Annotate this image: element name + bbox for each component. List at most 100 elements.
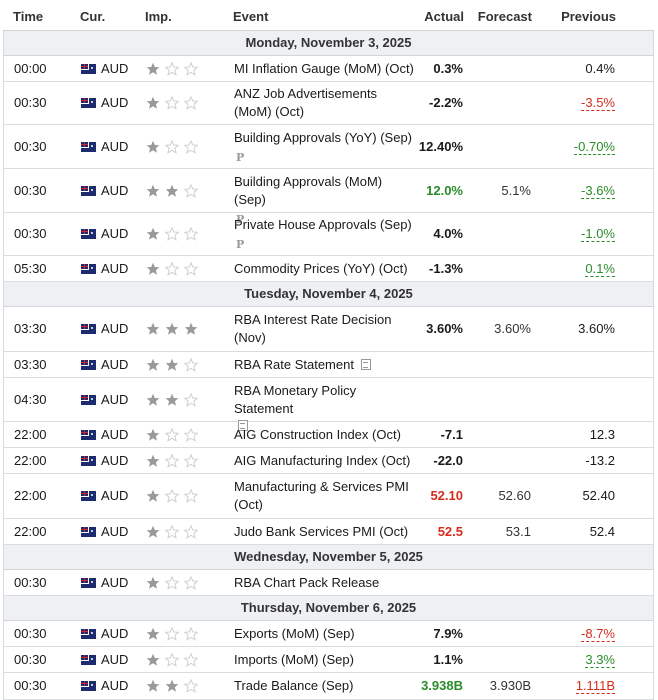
importance-stars: [146, 227, 198, 241]
calendar-body: Monday, November 3, 2025 00:00 AUD MI Infla…: [3, 31, 654, 700]
event-title[interactable]: Private House Approvals (Sep): [234, 217, 412, 232]
calendar-row[interactable]: 00:30 AUD ANZ Job Advertisements (MoM) (Oc…: [3, 82, 654, 125]
event-title[interactable]: MI Inflation Gauge (MoM) (Oct): [234, 61, 414, 76]
star-filled-icon: [165, 184, 179, 197]
event-name[interactable]: RBA Rate Statement: [234, 356, 414, 374]
event-title[interactable]: Exports (MoM) (Sep): [234, 626, 355, 641]
column-header-event[interactable]: Event: [233, 9, 269, 24]
star-empty-icon: [184, 184, 198, 198]
event-title[interactable]: RBA Monetary Policy Statement: [234, 383, 357, 416]
event-title[interactable]: RBA Interest Rate Decision (Nov): [234, 312, 392, 345]
column-header-previous[interactable]: Previous: [561, 9, 616, 24]
calendar-row[interactable]: 00:30 AUD RBA Chart Pack Release: [3, 570, 654, 596]
event-title[interactable]: Building Approvals (MoM) (Sep): [234, 174, 383, 207]
importance-stars: [146, 96, 198, 110]
currency-code: AUD: [101, 139, 129, 154]
calendar-row[interactable]: 00:30 AUD Trade Balance (Sep) 3.938B 3.930B 1…: [3, 673, 654, 700]
calendar-row[interactable]: 22:00 AUD Judo Bank Services PMI (Oct) 52.5…: [3, 519, 654, 545]
calendar-row[interactable]: 22:00 AUD AIG Construction Index (Oct) -7.1…: [3, 422, 654, 448]
australia-flag-icon: [81, 629, 96, 639]
star-filled-icon: [146, 227, 160, 240]
star-empty-icon: [165, 262, 179, 276]
event-title[interactable]: ANZ Job Advertisements (MoM) (Oct): [234, 86, 378, 119]
event-name[interactable]: RBA Interest Rate Decision (Nov): [234, 311, 414, 347]
calendar-row[interactable]: 22:00 AUD AIG Manufacturing Index (Oct) -22…: [3, 448, 654, 474]
column-header-importance[interactable]: Imp.: [145, 9, 172, 24]
preliminary-icon[interactable]: P: [236, 238, 245, 251]
currency-code: AUD: [101, 392, 129, 407]
star-empty-icon: [184, 358, 198, 372]
star-filled-icon: [146, 627, 160, 640]
event-name[interactable]: MI Inflation Gauge (MoM) (Oct): [234, 60, 414, 78]
actual-value: 4.0%: [433, 226, 463, 241]
previous-value[interactable]: -8.7%: [581, 626, 615, 642]
event-name[interactable]: Building Approvals (YoY) (Sep) P: [234, 129, 414, 167]
event-title[interactable]: Imports (MoM) (Sep): [234, 652, 354, 667]
event-name[interactable]: AIG Construction Index (Oct): [234, 426, 414, 444]
event-name[interactable]: RBA Chart Pack Release: [234, 574, 414, 592]
event-title[interactable]: Building Approvals (YoY) (Sep): [234, 130, 413, 145]
event-name[interactable]: Manufacturing & Services PMI (Oct): [234, 478, 414, 514]
calendar-row[interactable]: 04:30 AUD RBA Monetary Policy Statement: [3, 378, 654, 431]
calendar-row[interactable]: 00:30 AUD Building Approvals (YoY) (Sep) P 1…: [3, 125, 654, 169]
document-icon[interactable]: [359, 359, 371, 370]
importance-stars: [146, 62, 198, 76]
star-empty-icon: [165, 62, 179, 76]
previous-value[interactable]: -3.5%: [581, 95, 615, 111]
previous-value[interactable]: 0.1%: [585, 261, 615, 277]
calendar-row[interactable]: 03:30 AUD RBA Interest Rate Decision (Nov)…: [3, 307, 654, 352]
previous-value[interactable]: 1.111B: [575, 678, 615, 694]
previous-value[interactable]: -3.6%: [581, 183, 615, 199]
calendar-row[interactable]: 05:30 AUD Commodity Prices (YoY) (Oct) -1.3…: [3, 256, 654, 282]
calendar-row[interactable]: 00:00 AUD MI Inflation Gauge (MoM) (Oct) 0.…: [3, 56, 654, 82]
calendar-row[interactable]: 00:30 AUD Exports (MoM) (Sep) 7.9% -8.7%: [3, 621, 654, 647]
event-name[interactable]: Exports (MoM) (Sep): [234, 625, 414, 643]
event-time: 03:30: [14, 357, 47, 372]
event-name[interactable]: Building Approvals (MoM) (Sep) P: [234, 173, 414, 229]
event-name[interactable]: RBA Monetary Policy Statement: [234, 382, 414, 431]
event-time: 04:30: [14, 392, 47, 407]
column-header-time[interactable]: Time: [13, 9, 44, 24]
star-empty-icon: [165, 489, 179, 503]
event-name[interactable]: Commodity Prices (YoY) (Oct): [234, 260, 414, 278]
preliminary-icon[interactable]: P: [236, 151, 245, 164]
event-title[interactable]: Trade Balance (Sep): [234, 678, 354, 693]
calendar-row[interactable]: 22:00 AUD Manufacturing & Services PMI (Oc…: [3, 474, 654, 519]
event-name[interactable]: Imports (MoM) (Sep): [234, 651, 414, 669]
importance-stars: [146, 262, 198, 276]
calendar-row[interactable]: 00:30 AUD Imports (MoM) (Sep) 1.1% 3.3%: [3, 647, 654, 673]
event-name[interactable]: Judo Bank Services PMI (Oct): [234, 523, 414, 541]
column-header-currency[interactable]: Cur.: [80, 9, 106, 24]
star-empty-icon: [165, 96, 179, 110]
australia-flag-icon: [81, 360, 96, 370]
event-name[interactable]: AIG Manufacturing Index (Oct): [234, 452, 414, 470]
star-empty-icon: [184, 576, 198, 590]
event-title[interactable]: RBA Rate Statement: [234, 357, 354, 372]
previous-value[interactable]: -1.0%: [581, 226, 615, 242]
document-icon[interactable]: [236, 420, 248, 431]
preliminary-icon[interactable]: P: [236, 213, 245, 226]
currency-code: AUD: [101, 575, 129, 590]
event-title[interactable]: AIG Manufacturing Index (Oct): [234, 453, 411, 468]
event-name[interactable]: ANZ Job Advertisements (MoM) (Oct): [234, 85, 414, 121]
previous-value: 0.4%: [585, 61, 615, 76]
event-name[interactable]: Trade Balance (Sep): [234, 677, 414, 695]
column-header-actual[interactable]: Actual: [424, 9, 464, 24]
actual-value: 52.5: [437, 524, 463, 539]
event-title[interactable]: Commodity Prices (YoY) (Oct): [234, 261, 408, 276]
actual-value: -2.2%: [429, 95, 463, 110]
event-title[interactable]: AIG Construction Index (Oct): [234, 427, 401, 442]
calendar-row[interactable]: 00:30 AUD Building Approvals (MoM) (Sep) P 1…: [3, 169, 654, 226]
event-name[interactable]: Private House Approvals (Sep) P: [234, 216, 414, 254]
event-time: 05:30: [14, 261, 47, 276]
calendar-row[interactable]: 00:30 AUD Private House Approvals (Sep) P 4.…: [3, 213, 654, 256]
event-title[interactable]: Judo Bank Services PMI (Oct): [234, 524, 409, 539]
calendar-row[interactable]: 03:30 AUD RBA Rate Statement: [3, 352, 654, 378]
previous-value[interactable]: 3.3%: [585, 652, 615, 668]
event-title[interactable]: Manufacturing & Services PMI (Oct): [234, 479, 409, 512]
previous-value[interactable]: -0.70%: [573, 139, 615, 155]
column-header-forecast[interactable]: Forecast: [477, 9, 532, 24]
event-time: 22:00: [14, 524, 47, 539]
event-title[interactable]: RBA Chart Pack Release: [234, 575, 380, 590]
star-empty-icon: [184, 62, 198, 76]
